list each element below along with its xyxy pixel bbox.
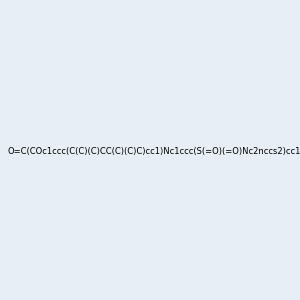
Text: O=C(COc1ccc(C(C)(C)CC(C)(C)C)cc1)Nc1ccc(S(=O)(=O)Nc2nccs2)cc1: O=C(COc1ccc(C(C)(C)CC(C)(C)C)cc1)Nc1ccc(… [7, 147, 300, 156]
